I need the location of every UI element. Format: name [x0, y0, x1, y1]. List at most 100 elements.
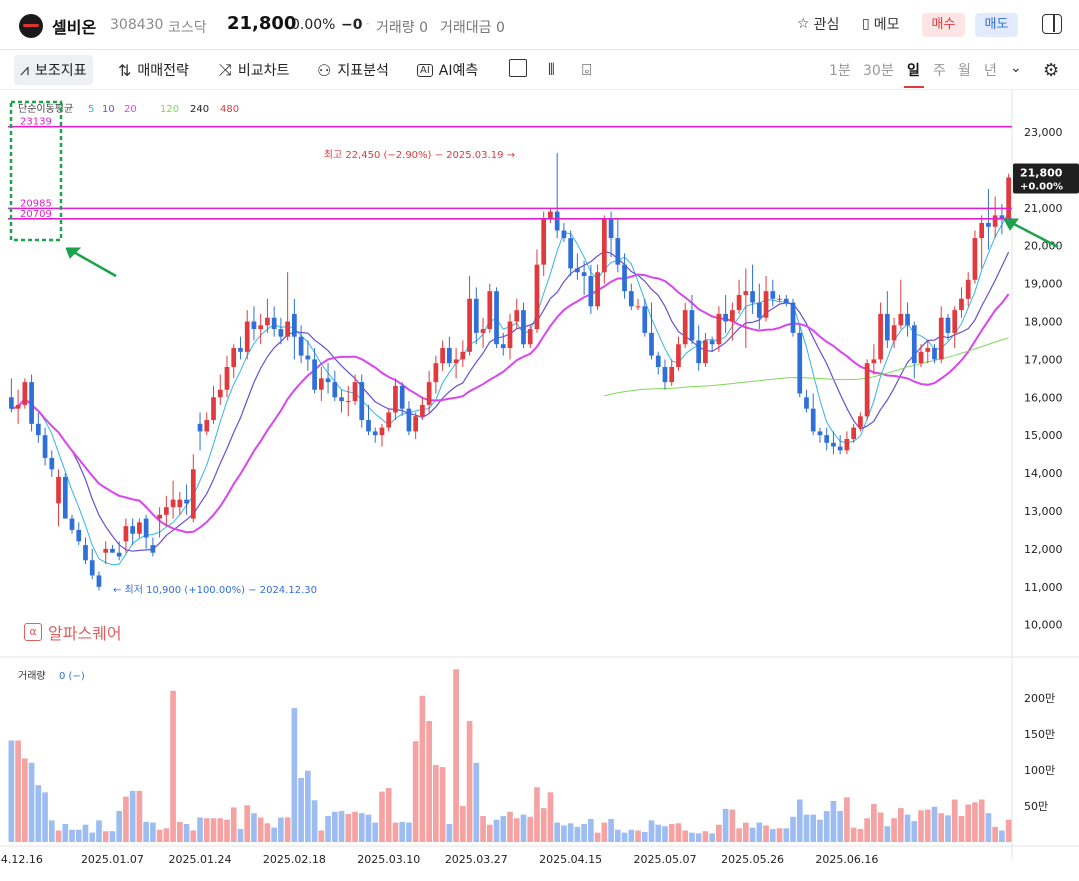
volume-bars — [8, 669, 1012, 842]
analysis-button[interactable]: ⚇ 지표분석 — [317, 60, 389, 80]
volume-bar — [264, 823, 271, 842]
screenshot-button[interactable]: ⌻ — [582, 60, 592, 80]
volume-bar — [89, 832, 96, 842]
ma-legend-item: 480 — [220, 104, 239, 115]
volume-legend-value: 0 (−) — [59, 671, 85, 682]
ma20-line — [11, 273, 1010, 534]
timeframe-day[interactable]: 일 — [907, 63, 920, 79]
timeframe-1min[interactable]: 1분 — [829, 63, 851, 79]
price-tick-label: 19,000 — [1024, 278, 1063, 291]
candle-body — [568, 238, 574, 269]
candle-body — [278, 329, 284, 337]
candle-body — [871, 359, 877, 364]
drawing-box-button[interactable] — [509, 59, 527, 77]
volume-tick-label: 150만 — [1024, 728, 1055, 741]
date-tick-label: 2025.01.07 — [81, 853, 144, 866]
timeframe-year[interactable]: 년 — [984, 63, 997, 79]
date-tick-label: 2025.05.07 — [633, 853, 696, 866]
candle-body — [972, 238, 978, 280]
volume-bar — [143, 821, 149, 842]
gear-icon[interactable]: ⚙ — [1043, 60, 1060, 81]
compare-label: 비교차트 — [237, 63, 290, 79]
volume-bar — [190, 830, 197, 842]
candle-body — [467, 298, 472, 352]
candle-body — [359, 382, 365, 421]
price-level-label: 20985 — [20, 198, 52, 209]
candle-body — [366, 420, 371, 432]
side-panel-icon[interactable] — [1042, 14, 1062, 34]
candle-body — [756, 302, 762, 318]
volume-legend-title: 거래량 — [18, 670, 46, 682]
sell-button[interactable]: 매도 — [975, 13, 1018, 37]
ai-predict-button[interactable]: AI AI예측 — [417, 60, 478, 80]
candle-body — [420, 404, 425, 417]
price-tick-label: 17,000 — [1024, 353, 1063, 366]
candle-body — [231, 348, 237, 367]
price-level-label: 23139 — [20, 117, 52, 128]
candle-body — [22, 382, 28, 405]
watermark-text: 알파스퀘어 — [48, 624, 122, 643]
candle-body — [864, 363, 870, 417]
volume-bar — [972, 802, 978, 842]
price-tick-label: 12,000 — [1024, 543, 1063, 556]
low-annotation: ← 최저 10,900 (+100.00%) − 2024.12.30 — [113, 584, 317, 596]
candle-body — [507, 321, 513, 349]
volume-bar — [554, 822, 560, 842]
candle-body — [62, 476, 68, 519]
candle-body — [42, 435, 48, 458]
volume-bar — [621, 832, 628, 842]
candle-body — [487, 291, 493, 330]
candle-body — [979, 222, 985, 239]
volume-bar — [480, 816, 486, 842]
candle-body — [433, 363, 439, 383]
strategy-button[interactable]: ⇅ 매매전략 — [118, 60, 189, 80]
candle-body — [130, 526, 136, 534]
memo-button[interactable]: ▯ 메모 — [862, 14, 899, 34]
compare-button[interactable]: ⤨ 비교차트 — [219, 60, 289, 80]
volume-bar — [776, 828, 783, 842]
indicators-button[interactable]: ⩘ 보조지표 — [14, 55, 93, 85]
volume-bar — [857, 829, 864, 842]
chevron-down-icon[interactable]: ⌄ — [1010, 60, 1022, 76]
favorite-button[interactable]: ☆ 관심 — [797, 14, 839, 34]
arrow-right-head — [1003, 218, 1019, 231]
volume-bar — [540, 808, 547, 842]
timeframe-30min[interactable]: 30분 — [863, 63, 894, 79]
candle-body — [204, 420, 210, 432]
candle-body — [945, 317, 951, 333]
volume-bar — [150, 822, 156, 842]
volume-bar — [22, 758, 28, 842]
stock-name[interactable]: 셀비온 — [52, 18, 97, 37]
buy-button[interactable]: 매수 — [922, 13, 965, 37]
candle-body — [211, 397, 216, 421]
volume-bar — [75, 829, 82, 842]
candle-type-button[interactable]: ⫴ — [548, 60, 555, 80]
volume-bar — [803, 814, 810, 842]
candle-body — [453, 359, 459, 364]
volume-bar — [938, 813, 945, 842]
candle-body — [824, 435, 830, 443]
candle-body — [743, 291, 749, 295]
volume-bar — [844, 797, 850, 842]
ma5-line — [11, 212, 1010, 566]
candle-body — [265, 317, 270, 326]
separator-dot: · — [366, 17, 370, 31]
candle-body — [541, 219, 547, 265]
volume-bar — [614, 829, 621, 842]
volume-bar — [689, 832, 695, 842]
volume-bar — [291, 708, 298, 842]
candle-body — [163, 507, 169, 515]
volume-bar — [251, 813, 257, 842]
candle-body — [628, 291, 634, 307]
volume-bar — [399, 821, 406, 842]
volume-bar — [197, 817, 203, 842]
analysis-icon: ⚇ — [317, 60, 332, 80]
timeframe-week[interactable]: 주 — [933, 63, 946, 79]
timeframe-month[interactable]: 월 — [958, 63, 971, 79]
volume-bar — [176, 821, 183, 842]
watermark-logo: α 알파스퀘어 — [24, 620, 122, 644]
volume-bar — [641, 831, 648, 842]
price-tick-label: 23,000 — [1024, 126, 1063, 139]
candle-body — [534, 264, 540, 330]
